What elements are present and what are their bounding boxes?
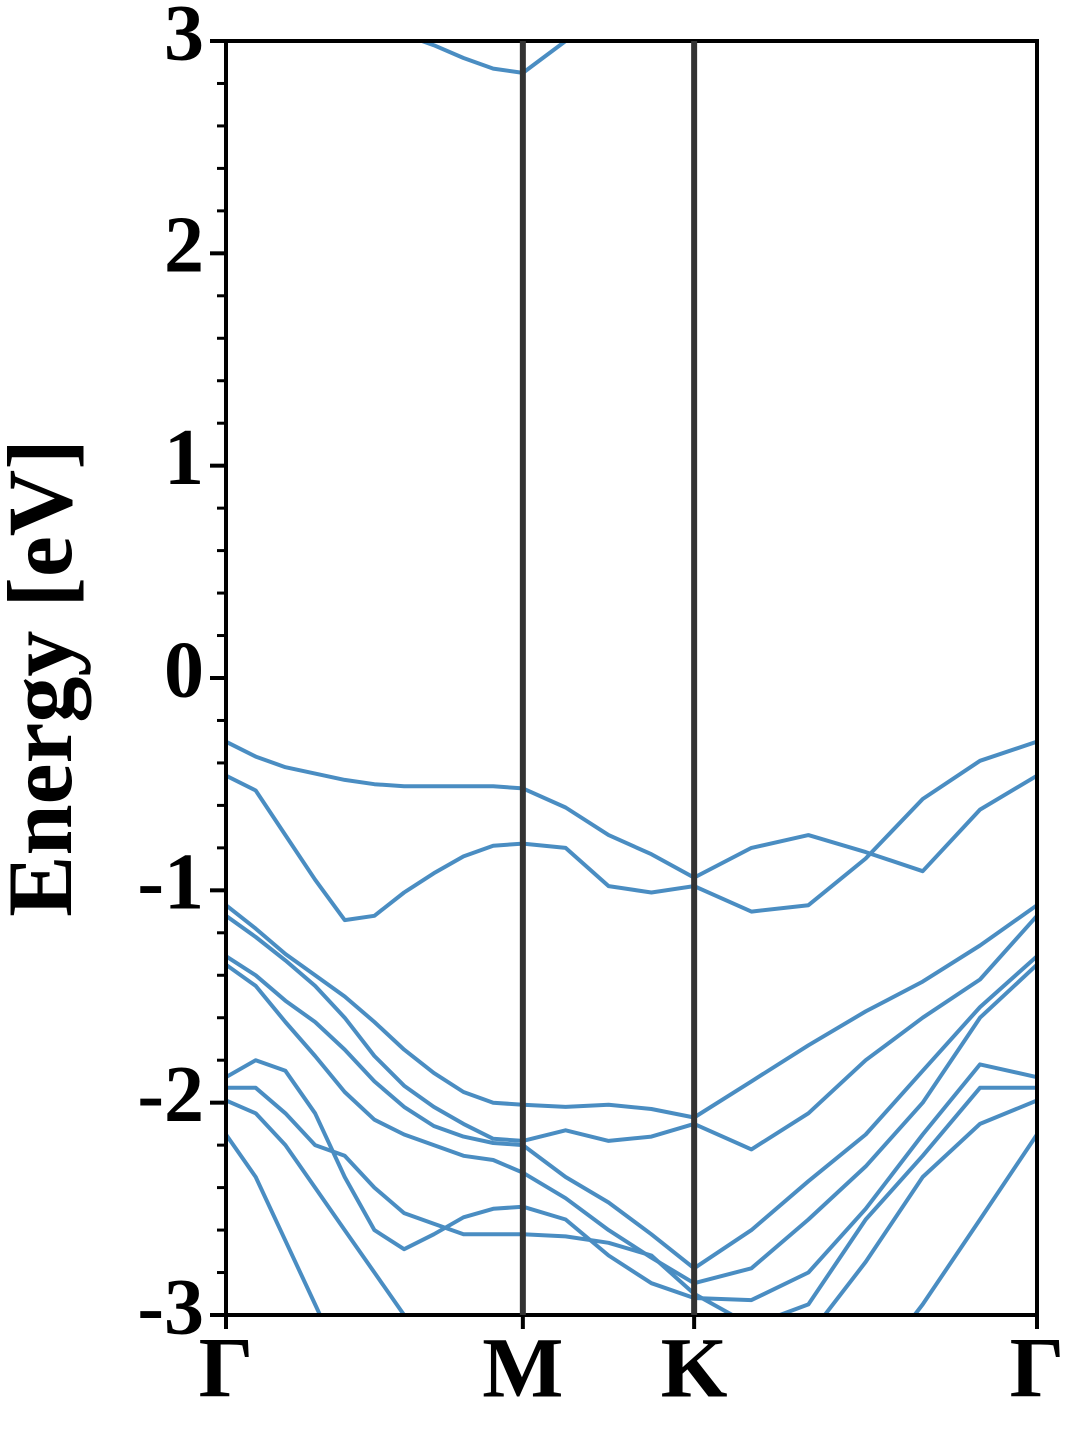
- x-tick-label: Γ: [1010, 1320, 1065, 1416]
- plot-area: [226, 41, 1037, 1315]
- band-line: [226, 739, 1037, 923]
- x-tick-label: Γ: [199, 1320, 254, 1416]
- y-tick-label: 0: [164, 626, 204, 714]
- y-tick-label: -3: [137, 1263, 204, 1351]
- band-line: [226, 903, 1037, 1120]
- band-line: [226, 1133, 1037, 1315]
- band-line: [226, 739, 1037, 880]
- band-line: [416, 41, 569, 75]
- y-tick-label: 1: [164, 414, 204, 502]
- band-line: [226, 1085, 1037, 1315]
- band-line: [226, 914, 1037, 1152]
- y-tick-label: -2: [137, 1051, 204, 1139]
- y-axis-label: Energy [eV]: [0, 439, 91, 917]
- plot-frame: [224, 39, 1039, 1317]
- y-tick-label: -1: [137, 839, 204, 927]
- x-tick-label: M: [482, 1320, 563, 1416]
- y-tick-label: 2: [164, 202, 204, 290]
- y-tick-label: 3: [164, 0, 204, 77]
- band-line: [226, 1098, 1037, 1315]
- x-tick-label: K: [661, 1320, 728, 1416]
